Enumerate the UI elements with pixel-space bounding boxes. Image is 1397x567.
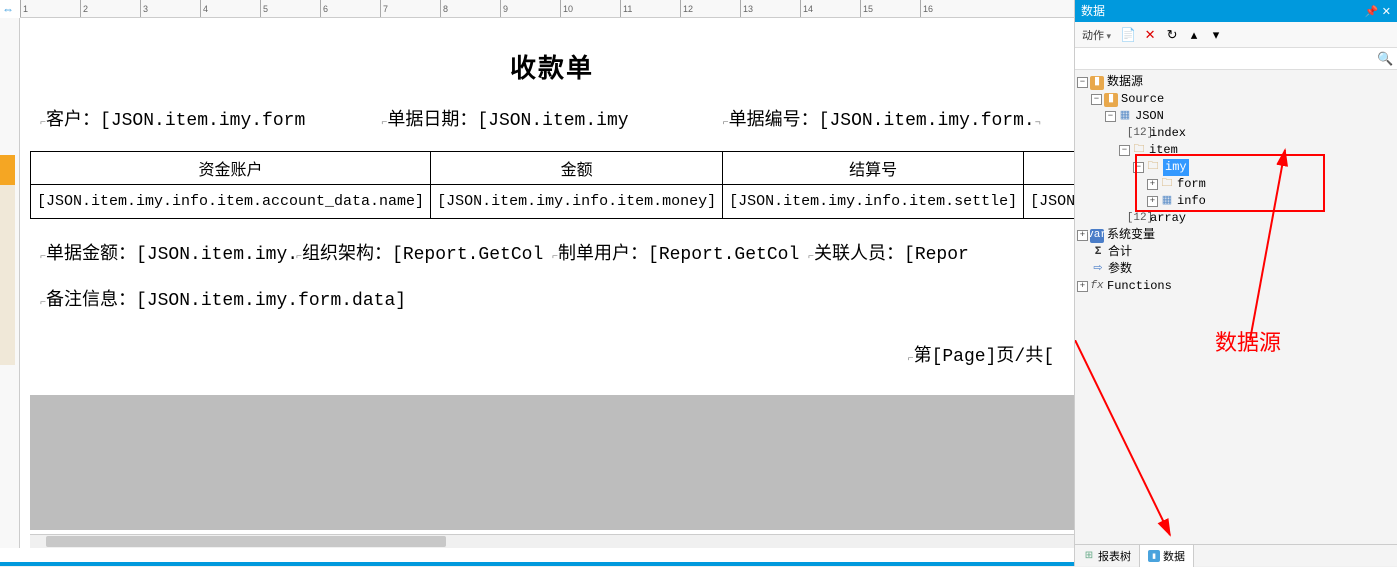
data-icon: ▮	[1148, 550, 1160, 562]
tree-node-json[interactable]: −▦JSON	[1077, 108, 1395, 125]
arrow-icon: ⇨	[1091, 263, 1105, 277]
horizontal-scrollbar[interactable]	[30, 534, 1074, 548]
horizontal-ruler: 12345678910111213141516	[20, 0, 1074, 18]
col-account[interactable]: 资金账户	[31, 152, 431, 185]
database-icon: ▮	[1104, 93, 1118, 107]
tab-data[interactable]: ▮数据	[1139, 545, 1194, 567]
tree-node-root[interactable]: −▮数据源	[1077, 74, 1395, 91]
col-amount[interactable]: 金额	[431, 152, 723, 185]
folder-icon: 🗀	[1132, 144, 1146, 158]
tab-report-tree[interactable]: ⊞报表树	[1075, 545, 1139, 567]
footer-field-amount[interactable]: ⌐单据金额：[JSON.item.imy.	[40, 239, 296, 265]
scrollbar-thumb[interactable]	[46, 536, 446, 547]
footer-field-org[interactable]: ⌐组织架构：[Report.GetCol	[296, 239, 552, 265]
panel-header: 数据 📌 ✕	[1075, 0, 1397, 22]
grid-icon: ▦	[1160, 195, 1174, 209]
band-indicator-strip	[0, 155, 15, 355]
tree-node-info[interactable]: +▦info	[1077, 193, 1395, 210]
panel-header-controls: 📌 ✕	[1365, 0, 1391, 22]
tree-node-item[interactable]: −🗀item	[1077, 142, 1395, 159]
data-tree[interactable]: −▮数据源 −▮Source −▦JSON [12]index −🗀item −…	[1075, 70, 1397, 299]
panel-toolbar: 动作 📄 ✕ ↻ ▴ ▾	[1075, 22, 1397, 48]
search-icon[interactable]: 🔍	[1377, 51, 1393, 67]
action-dropdown[interactable]: 动作	[1079, 25, 1114, 45]
toggle-icon[interactable]: −	[1133, 162, 1144, 173]
toggle-icon[interactable]: −	[1077, 77, 1088, 88]
toggle-icon[interactable]: −	[1105, 111, 1116, 122]
panel-title: 数据	[1081, 0, 1105, 22]
report-data-table[interactable]: 资金账户 金额 结算号 备 [JSON.item.imy.info.item.a…	[30, 151, 1074, 219]
folder-icon: 🗀	[1146, 161, 1160, 175]
function-icon: fx	[1090, 280, 1104, 294]
down-icon[interactable]: ▾	[1208, 27, 1224, 43]
table-header-row: 资金账户 金额 结算号 备	[31, 152, 1075, 185]
tree-node-sum[interactable]: Σ合计	[1077, 244, 1395, 261]
cell-amount[interactable]: [JSON.item.imy.info.item.money]	[431, 185, 723, 219]
tree-node-form[interactable]: +🗀form	[1077, 176, 1395, 193]
header-field-customer[interactable]: ⌐客户：[JSON.item.imy.form	[40, 105, 381, 131]
page-number-field[interactable]: ⌐第[Page]页/共[	[30, 316, 1074, 372]
report-header-row: ⌐客户：[JSON.item.imy.form ⌐单据日期：[JSON.item…	[30, 100, 1074, 136]
variable-icon: var	[1090, 229, 1104, 243]
footer-field-person[interactable]: ⌐关联人员：[Repor	[808, 239, 1064, 265]
folder-icon: 🗀	[1160, 178, 1174, 192]
refresh-icon[interactable]: ↻	[1164, 27, 1180, 43]
sigma-icon: Σ	[1091, 246, 1105, 260]
report-title[interactable]: 收款单	[30, 28, 1074, 100]
toggle-icon[interactable]: +	[1147, 196, 1158, 207]
tree-node-params[interactable]: ⇨参数	[1077, 261, 1395, 278]
expand-ruler-icon[interactable]: ⇔	[2, 2, 14, 16]
new-datasource-icon[interactable]: 📄	[1120, 27, 1136, 43]
bottom-accent-bar	[0, 562, 1074, 566]
cell-remark[interactable]: [JSON.item.im	[1024, 185, 1074, 219]
tree-node-sysvar[interactable]: +var系统变量	[1077, 227, 1395, 244]
tree-node-array[interactable]: [12]array	[1077, 210, 1395, 227]
tree-node-index[interactable]: [12]index	[1077, 125, 1395, 142]
report-page: 收款单 ⌐客户：[JSON.item.imy.form ⌐单据日期：[JSON.…	[30, 28, 1074, 372]
table-data-row: [JSON.item.imy.info.item.account_data.na…	[31, 185, 1075, 219]
annotation-arrow-2	[1075, 340, 1397, 550]
delete-icon[interactable]: ✕	[1142, 27, 1158, 43]
tree-icon: ⊞	[1083, 550, 1095, 562]
header-field-number[interactable]: ⌐单据编号：[JSON.item.imy.form.¬	[723, 105, 1064, 131]
close-panel-icon[interactable]: ✕	[1382, 6, 1391, 18]
search-input[interactable]	[1079, 50, 1377, 68]
toggle-icon[interactable]: −	[1091, 94, 1102, 105]
panel-tabs: ⊞报表树 ▮数据	[1075, 544, 1397, 566]
data-panel: 数据 📌 ✕ 动作 📄 ✕ ↻ ▴ ▾ 🔍 −▮数据源 −▮Source −▦J…	[1074, 0, 1397, 566]
toggle-icon[interactable]: +	[1147, 179, 1158, 190]
header-field-date[interactable]: ⌐单据日期：[JSON.item.imy	[381, 105, 722, 131]
cell-account[interactable]: [JSON.item.imy.info.item.account_data.na…	[31, 185, 431, 219]
grid-icon: ▦	[1118, 110, 1132, 124]
band-indicator	[0, 185, 15, 365]
cell-settle[interactable]: [JSON.item.imy.info.item.settle]	[723, 185, 1024, 219]
pin-icon[interactable]: 📌	[1365, 6, 1379, 18]
field-icon: [12]	[1133, 212, 1147, 226]
col-remark[interactable]: 备	[1024, 152, 1074, 185]
database-icon: ▮	[1090, 76, 1104, 90]
tree-node-imy[interactable]: −🗀imy	[1077, 159, 1395, 176]
panel-search-bar: 🔍	[1075, 48, 1397, 70]
footer-field-user[interactable]: ⌐制单用户：[Report.GetCol	[552, 239, 808, 265]
col-settle[interactable]: 结算号	[723, 152, 1024, 185]
tree-node-source[interactable]: −▮Source	[1077, 91, 1395, 108]
band-indicator-active	[0, 155, 15, 185]
up-icon[interactable]: ▴	[1186, 27, 1202, 43]
report-designer-canvas-area: ⇔ 12345678910111213141516 收款单 ⌐客户：[JSON.…	[0, 0, 1074, 566]
annotation-label: 数据源	[1215, 325, 1281, 357]
canvas-empty-area	[30, 395, 1074, 530]
report-footer-row-2[interactable]: ⌐备注信息：[JSON.item.imy.form.data]	[30, 270, 1074, 316]
toggle-icon[interactable]: −	[1119, 145, 1130, 156]
field-icon: [12]	[1133, 127, 1147, 141]
tree-node-functions[interactable]: +fxFunctions	[1077, 278, 1395, 295]
toggle-icon[interactable]: +	[1077, 281, 1088, 292]
report-footer-row-1: ⌐单据金额：[JSON.item.imy. ⌐组织架构：[Report.GetC…	[30, 234, 1074, 270]
